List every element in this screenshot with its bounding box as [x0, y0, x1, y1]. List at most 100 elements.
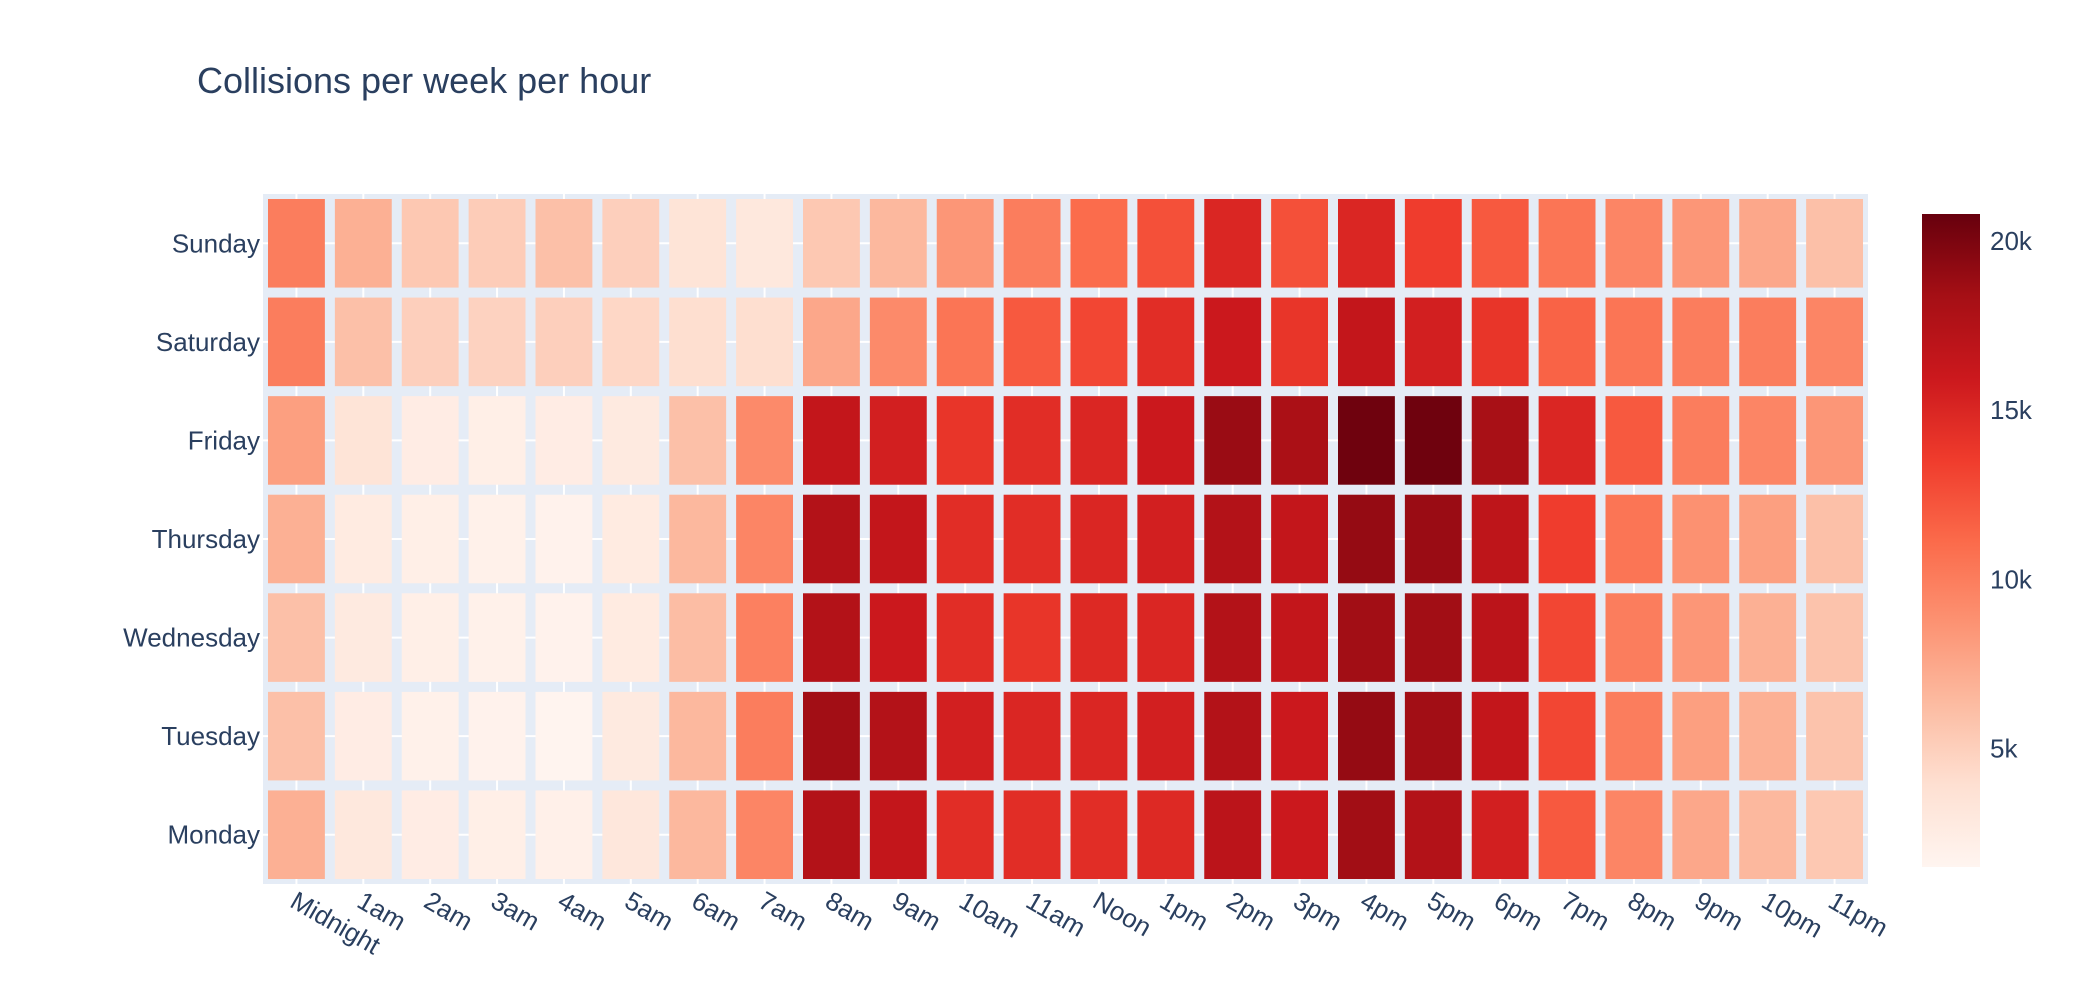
- heatmap-cell: [1070, 691, 1128, 781]
- heatmap-cell: [803, 199, 860, 288]
- heatmap-cell: [468, 790, 526, 879]
- heatmap-cell: [669, 494, 727, 584]
- colorbar-tick-label: 15k: [1990, 395, 2033, 425]
- heatmap-cell: [401, 790, 459, 879]
- heatmap-cell: [1404, 396, 1462, 485]
- heatmap-cell: [1739, 691, 1797, 781]
- x-tick-label: 10am: [954, 885, 1025, 944]
- chart-title: Collisions per week per hour: [197, 60, 651, 101]
- heatmap-cell: [334, 199, 392, 288]
- x-tick-label: 10pm: [1757, 885, 1828, 944]
- heatmap-cell: [736, 297, 793, 387]
- heatmap-cell: [1404, 593, 1462, 682]
- x-tick-label: 8am: [820, 885, 879, 936]
- heatmap-cell: [602, 494, 660, 584]
- y-axis-ticks: Monday Tuesday Wednesday Thursday Friday Satu…: [123, 228, 260, 849]
- heatmap-cell: [535, 593, 593, 682]
- heatmap-cell: [736, 593, 793, 682]
- heatmap-cell: [602, 593, 660, 682]
- heatmap-cell: [1271, 297, 1328, 387]
- heatmap-cell: [1137, 297, 1195, 387]
- heatmap-cell: [1471, 593, 1529, 682]
- x-tick-label: 8pm: [1623, 885, 1682, 936]
- heatmap-cell: [936, 691, 994, 781]
- heatmap-cell: [1672, 790, 1730, 879]
- heatmap-cell: [1806, 593, 1863, 682]
- heatmap-cell: [869, 396, 927, 485]
- heatmap-cell: [869, 790, 927, 879]
- y-tick-label: Saturday: [156, 327, 260, 357]
- x-tick-label: 4am: [553, 885, 612, 936]
- heatmap-cell: [1271, 593, 1328, 682]
- heatmap-cell: [1739, 790, 1797, 879]
- heatmap-cell: [268, 790, 325, 879]
- heatmap-cell: [1204, 396, 1262, 485]
- heatmap-cell: [1471, 691, 1529, 781]
- heatmap-cell: [669, 691, 727, 781]
- heatmap-cell: [1605, 593, 1663, 682]
- heatmap-cell: [401, 691, 459, 781]
- heatmap-cell: [1137, 396, 1195, 485]
- heatmap-cell: [1204, 691, 1262, 781]
- colorbar-tick-label: 20k: [1990, 226, 2033, 256]
- heatmap-cell: [1605, 199, 1663, 288]
- heatmap-cell: [401, 396, 459, 485]
- heatmap-cell: [1538, 494, 1596, 584]
- y-tick-label: Monday: [168, 820, 261, 850]
- heatmap-cell: [736, 199, 793, 288]
- heatmap-cell: [602, 396, 660, 485]
- heatmap-cell: [1137, 790, 1195, 879]
- heatmap-cell: [1271, 691, 1328, 781]
- heatmap-cell: [1404, 297, 1462, 387]
- heatmap-cell: [869, 297, 927, 387]
- heatmap-cell: [1471, 199, 1529, 288]
- heatmap-cell: [736, 494, 793, 584]
- heatmap-cell: [1605, 790, 1663, 879]
- heatmap-cell: [334, 691, 392, 781]
- heatmap-cell: [401, 199, 459, 288]
- heatmap-cell: [1003, 593, 1061, 682]
- heatmap-cell: [1338, 396, 1395, 485]
- heatmap-cell: [1471, 494, 1529, 584]
- heatmap-cell: [1338, 790, 1395, 879]
- heatmap-cell: [268, 396, 325, 485]
- heatmap-cell: [936, 494, 994, 584]
- heatmap-cell: [1806, 199, 1863, 288]
- heatmap-cell: [1070, 396, 1128, 485]
- heatmap-cell: [401, 593, 459, 682]
- x-tick-label: 6pm: [1489, 885, 1548, 936]
- heatmap-cell: [1003, 790, 1061, 879]
- heatmap-cell: [1672, 691, 1730, 781]
- heatmap-cell: [936, 396, 994, 485]
- heatmap-cell: [1070, 593, 1128, 682]
- x-tick-label: 9am: [887, 885, 946, 936]
- heatmap-cell: [602, 297, 660, 387]
- heatmap-cell: [869, 494, 927, 584]
- heatmap-cell: [1471, 297, 1529, 387]
- heatmap-cell: [1271, 396, 1328, 485]
- heatmap-cell: [1137, 691, 1195, 781]
- heatmap-cell: [1271, 199, 1328, 288]
- heatmap-cell: [1538, 790, 1596, 879]
- heatmap-cell: [268, 297, 325, 387]
- heatmap-cell: [334, 790, 392, 879]
- x-tick-label: 3pm: [1289, 885, 1348, 936]
- heatmap-cell: [1338, 494, 1395, 584]
- heatmap-cell: [535, 199, 593, 288]
- heatmap-cell: [1538, 691, 1596, 781]
- heatmap-cell: [803, 297, 860, 387]
- heatmap-cell: [1538, 297, 1596, 387]
- heatmap-cell: [1806, 691, 1863, 781]
- heatmap-cell: [1070, 199, 1128, 288]
- x-tick-label: 3am: [486, 885, 545, 936]
- heatmap-cell: [1137, 199, 1195, 288]
- heatmap-cell: [1806, 297, 1863, 387]
- colorbar-ticks: 5k 10k 15k 20k: [1990, 226, 2033, 764]
- heatmap-cell: [1806, 790, 1863, 879]
- heatmap-cell: [468, 691, 526, 781]
- heatmap-cell: [669, 593, 727, 682]
- heatmap-cell: [869, 593, 927, 682]
- y-tick-label: Sunday: [172, 228, 260, 258]
- x-tick-label: 1pm: [1155, 885, 1214, 936]
